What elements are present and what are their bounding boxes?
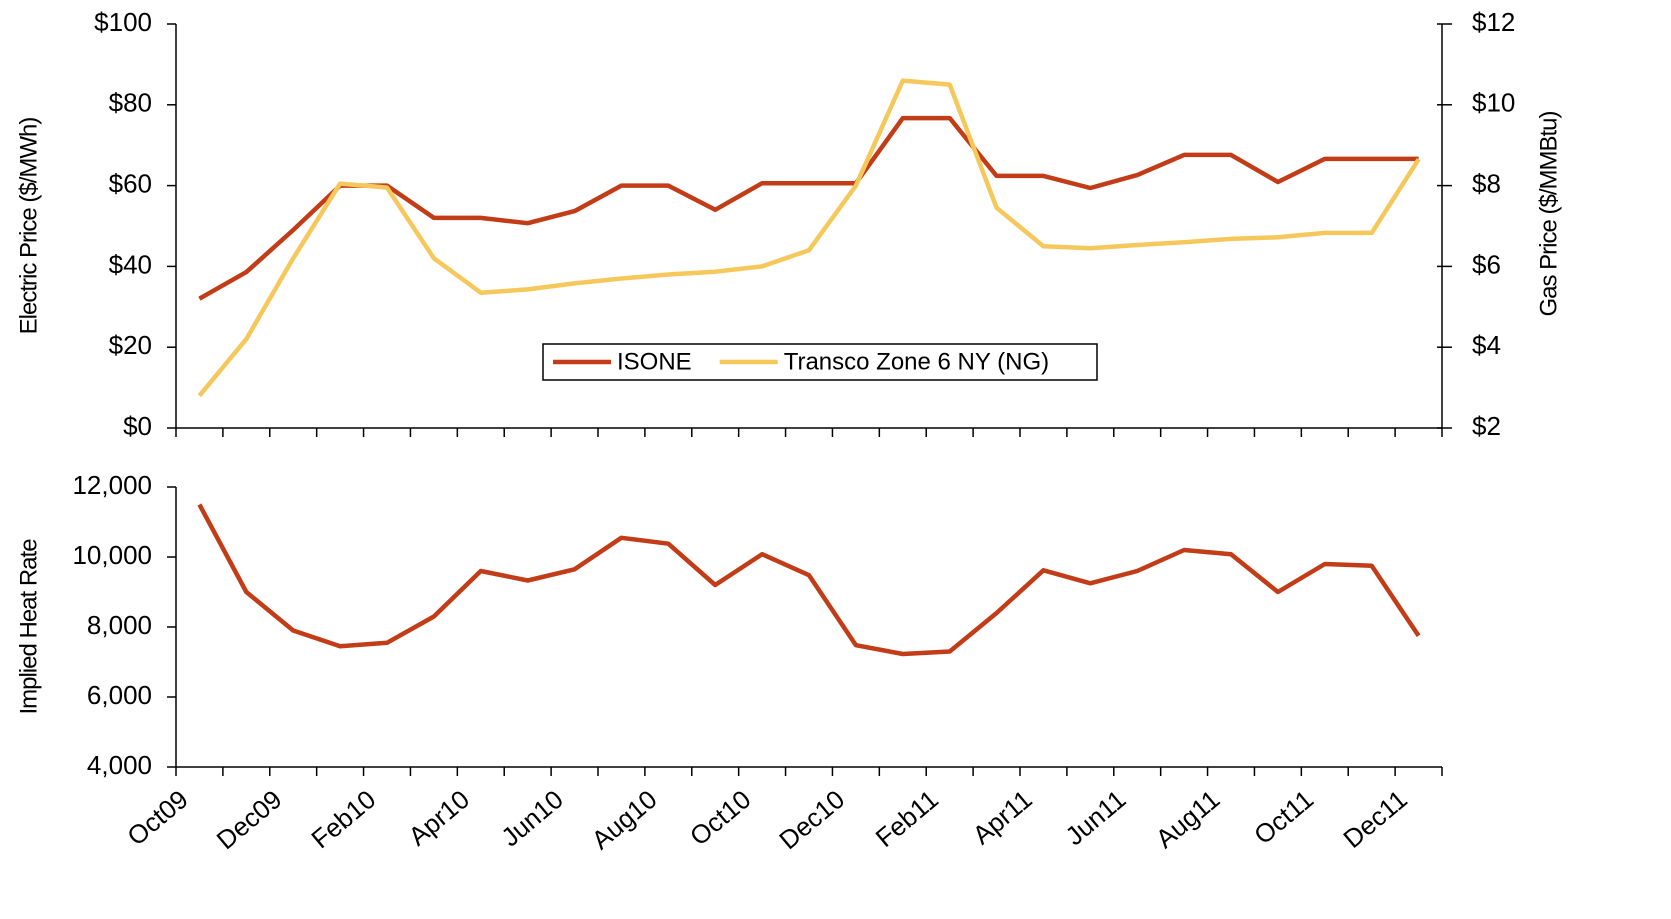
y2-tick-label: $2 — [1472, 411, 1501, 441]
y2-tick-label: $8 — [1472, 168, 1501, 198]
y-axis-label: Electric Price ($/MWh) — [15, 118, 42, 335]
x-tick-label: Jun11 — [1059, 784, 1131, 851]
x-tick-label: Jun10 — [495, 784, 569, 853]
y-tick-label: $20 — [109, 330, 152, 360]
y-tick-label: 12,000 — [72, 470, 152, 500]
x-tick-label: Aug10 — [586, 784, 663, 855]
y-axis-label: Implied Heat Rate — [15, 539, 42, 715]
data-line — [198, 115, 1419, 301]
y2-tick-label: $10 — [1472, 88, 1515, 118]
x-tick-label: Dec09 — [211, 784, 288, 855]
x-tick-label: Oct09 — [121, 784, 193, 852]
legend-label: Transco Zone 6 NY (NG) — [784, 348, 1049, 375]
y-tick-label: 10,000 — [72, 540, 152, 570]
y-tick-label: $80 — [109, 88, 152, 118]
legend-box — [542, 343, 1098, 381]
x-tick-label: Apr10 — [403, 784, 475, 852]
x-tick-label: Apr11 — [967, 784, 1038, 850]
x-tick-label: Feb10 — [306, 784, 382, 854]
x-tick-label: Dec10 — [773, 784, 850, 855]
y-tick-label: $60 — [109, 168, 152, 198]
y-tick-label: 6,000 — [87, 680, 152, 710]
x-tick-label: Dec11 — [1337, 784, 1412, 854]
y-tick-label: $0 — [123, 411, 152, 441]
x-tick-label: Aug11 — [1150, 784, 1225, 854]
data-line — [197, 78, 1421, 398]
y-tick-label: $100 — [94, 7, 152, 37]
y-tick-label: 4,000 — [87, 750, 152, 780]
y-tick-label: 8,000 — [87, 610, 152, 640]
y2-tick-label: $4 — [1472, 330, 1501, 360]
y-tick-label: $40 — [109, 249, 152, 279]
x-tick-label: Feb11 — [870, 784, 944, 853]
data-line — [197, 503, 1421, 657]
y2-tick-label: $12 — [1472, 7, 1515, 37]
y2-axis-label: Gas Price ($/MMBtu) — [1535, 111, 1562, 316]
x-tick-label: Oct11 — [1248, 784, 1319, 850]
y2-tick-label: $6 — [1472, 249, 1501, 279]
x-tick-label: Oct10 — [684, 784, 756, 852]
legend-label: ISONE — [617, 348, 692, 375]
